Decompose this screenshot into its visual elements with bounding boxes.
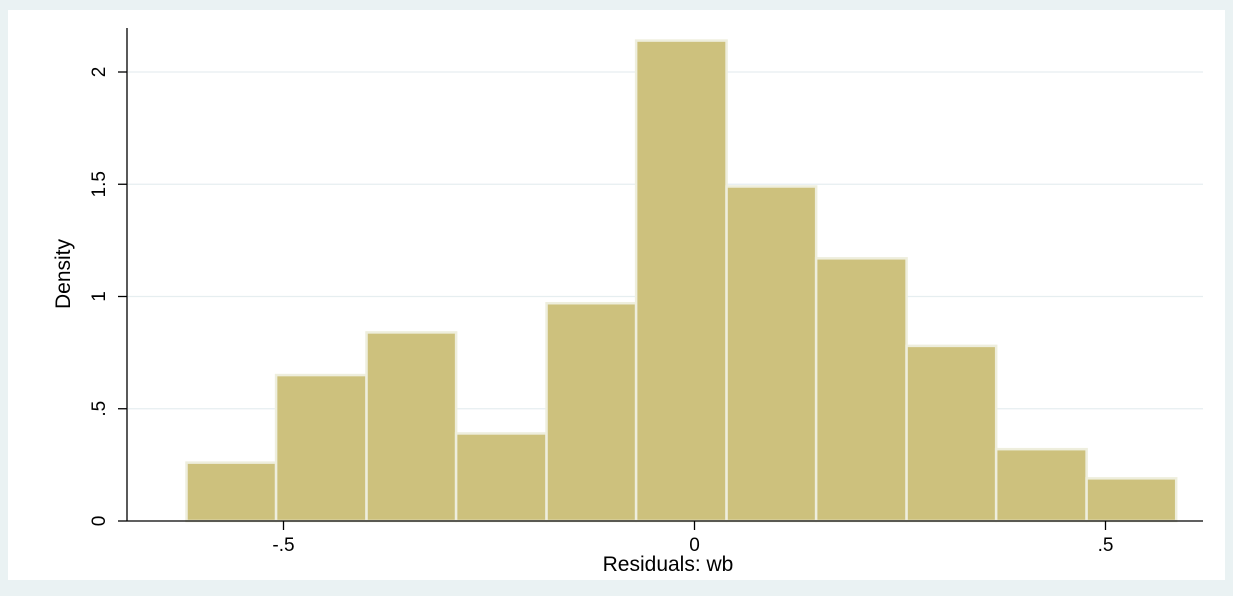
histogram-bar [905,344,998,523]
histogram-bar [185,461,278,523]
x-ticks: -.5 0 .5 [272,521,1113,556]
histogram-bar [545,301,638,523]
histogram-bar [725,185,818,523]
x-axis-title: Residuals: wb [603,553,734,576]
x-tick-label: -.5 [272,535,294,556]
histogram-bar [365,331,458,523]
histogram-bar [274,373,368,523]
histogram-bar [454,432,548,523]
y-tick-label: 1 [89,291,110,302]
x-tick-label: .5 [1098,535,1114,556]
histogram-bar [994,447,1088,523]
histogram-bar [634,39,728,523]
y-tick-label: 1.5 [89,171,110,197]
y-tick-label: .5 [89,401,110,417]
y-tick-label: 0 [89,516,110,527]
y-tick-label: 2 [89,67,110,78]
x-tick-label: 0 [689,535,700,556]
y-axis-title: Density [52,238,75,309]
histogram-bar [814,257,908,523]
histogram-bar [1085,477,1178,523]
y-ticks: 0 .5 1 1.5 2 [89,67,127,527]
